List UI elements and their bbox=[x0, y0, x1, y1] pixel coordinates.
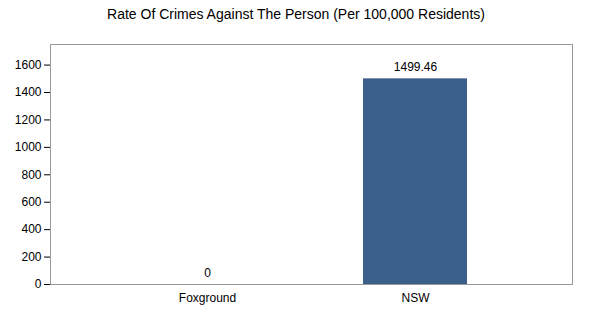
svg-text:600: 600 bbox=[21, 195, 41, 209]
svg-text:1000: 1000 bbox=[15, 140, 42, 154]
svg-text:800: 800 bbox=[21, 168, 41, 182]
svg-text:Foxground: Foxground bbox=[179, 291, 236, 305]
svg-text:0: 0 bbox=[35, 277, 42, 291]
svg-text:1200: 1200 bbox=[15, 113, 42, 127]
svg-text:200: 200 bbox=[21, 250, 41, 264]
svg-text:1400: 1400 bbox=[15, 85, 42, 99]
svg-text:0: 0 bbox=[204, 266, 211, 280]
svg-text:400: 400 bbox=[21, 222, 41, 236]
svg-text:1499.46: 1499.46 bbox=[394, 60, 438, 74]
html-text:Rate Of Crimes Against The Per: Rate Of Crimes Against The Person (Per 1… bbox=[107, 6, 485, 22]
svg-text:NSW: NSW bbox=[402, 291, 431, 305]
svg-text:1600: 1600 bbox=[15, 58, 42, 72]
